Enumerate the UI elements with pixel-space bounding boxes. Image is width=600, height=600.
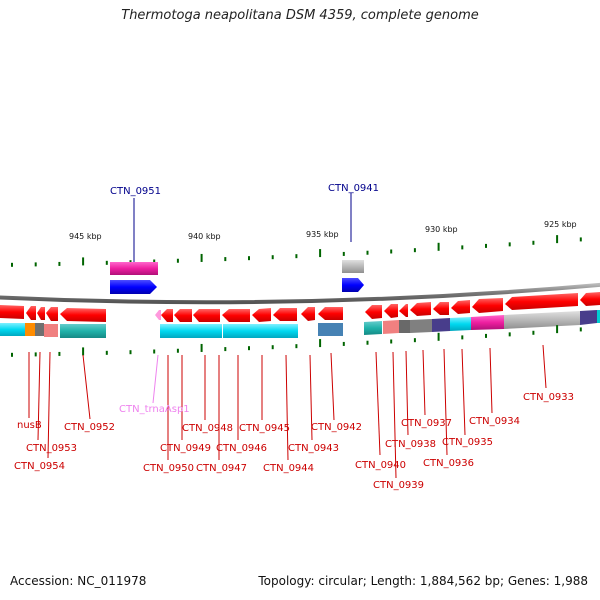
gene-label-ctn0937[interactable]: CTN_0937 (401, 418, 452, 429)
gene-arrow[interactable] (580, 292, 600, 306)
gene-label-ctn0952[interactable]: CTN_0952 (64, 422, 115, 433)
reverse-leader-lines (28, 344, 547, 479)
leader-line-trna (152, 354, 159, 404)
gene-label-ctn0953[interactable]: CTN_0953 (26, 443, 77, 454)
page-title: Thermotoga neapolitana DSM 4359, complet… (121, 8, 479, 23)
gene-label-ctn0939[interactable]: CTN_0939 (373, 480, 424, 491)
gene-arrow[interactable] (273, 308, 297, 321)
gene-label-ctn0940[interactable]: CTN_0940 (355, 460, 406, 471)
gene-label-ctn0944[interactable]: CTN_0944 (263, 463, 314, 474)
scale-tick-label-930: 930 kbp (425, 225, 458, 234)
scale-tick-label-925: 925 kbp (544, 220, 577, 229)
scale-tick-label-940: 940 kbp (188, 232, 221, 241)
gene-label-ctn0941[interactable]: CTN_0941 (328, 183, 379, 194)
gene-arrow[interactable] (472, 298, 503, 313)
reverse-color-blocks-right (364, 310, 600, 335)
scale-ticks (11, 235, 582, 267)
gene-label-ctn0949[interactable]: CTN_0949 (160, 443, 211, 454)
gene-ctn0941-color-block (342, 260, 364, 273)
genome-stats-label: Topology: circular; Length: 1,884,562 bp… (258, 574, 588, 588)
gene-arrow[interactable] (384, 304, 398, 318)
gene-label-ctn0948[interactable]: CTN_0948 (182, 423, 233, 434)
gene-arrow[interactable] (451, 300, 470, 314)
gene-ctn0941-arrow[interactable] (342, 278, 364, 292)
gene-arrow[interactable] (365, 305, 382, 319)
gene-label-ctn0946[interactable]: CTN_0946 (216, 443, 267, 454)
reverse-gene-arrows-left (0, 305, 106, 322)
reverse-color-blocks-middle (160, 323, 343, 338)
scale-ticks-lower (11, 325, 582, 357)
gene-ctn0951-arrow[interactable] (110, 280, 157, 294)
gene-label-ctn0950[interactable]: CTN_0950 (143, 463, 194, 474)
gene-label-ctn0945[interactable]: CTN_0945 (239, 423, 290, 434)
gene-arrow[interactable] (161, 309, 173, 322)
gene-label-ctn0934[interactable]: CTN_0934 (469, 416, 520, 427)
gene-label-ctn0947[interactable]: CTN_0947 (196, 463, 247, 474)
gene-label-ctn0951[interactable]: CTN_0951 (110, 186, 161, 197)
gene-arrow[interactable] (26, 306, 36, 320)
gene-label-ctn0935[interactable]: CTN_0935 (442, 437, 493, 448)
reverse-color-blocks-left (0, 323, 106, 338)
gene-label-ctn0933[interactable]: CTN_0933 (523, 392, 574, 403)
gene-arrow[interactable] (318, 307, 343, 320)
gene-arrow[interactable] (433, 302, 449, 315)
scale-tick-label-945: 945 kbp (69, 232, 102, 241)
gene-arrow[interactable] (0, 305, 24, 319)
gene-arrow[interactable] (252, 308, 271, 322)
gene-arrow[interactable] (37, 307, 45, 320)
accession-label: Accession: NC_011978 (10, 574, 147, 588)
trna-ctn-trnaasp1-arrow[interactable] (155, 310, 161, 320)
gene-arrow[interactable] (399, 304, 408, 317)
gene-label-ctn0936[interactable]: CTN_0936 (423, 458, 474, 469)
scale-tick-label-935: 935 kbp (306, 230, 339, 239)
gene-label-ctn0942[interactable]: CTN_0942 (311, 422, 362, 433)
gene-arrow[interactable] (505, 293, 578, 310)
gene-arrow[interactable] (174, 309, 192, 322)
reverse-gene-arrows-middle (161, 307, 343, 322)
gene-label-ctn0938[interactable]: CTN_0938 (385, 439, 436, 450)
gene-arrow[interactable] (301, 307, 315, 321)
reverse-gene-arrows-right (365, 292, 600, 319)
gene-arrow[interactable] (60, 308, 106, 322)
gene-arrow[interactable] (222, 309, 250, 322)
gene-ctn0951-color-block (110, 262, 158, 275)
gene-label-ctn-trnaasp1[interactable]: CTN_trnaAsp1 (119, 404, 190, 415)
gene-label-ctn0943[interactable]: CTN_0943 (288, 443, 339, 454)
gene-label-ctn0954[interactable]: CTN_0954 (14, 461, 65, 472)
genome-backbone (0, 282, 600, 305)
gene-arrow[interactable] (46, 307, 58, 321)
gene-arrow[interactable] (410, 302, 431, 316)
gene-label-nusb[interactable]: nusB (17, 420, 42, 431)
gene-arrow[interactable] (193, 309, 220, 322)
